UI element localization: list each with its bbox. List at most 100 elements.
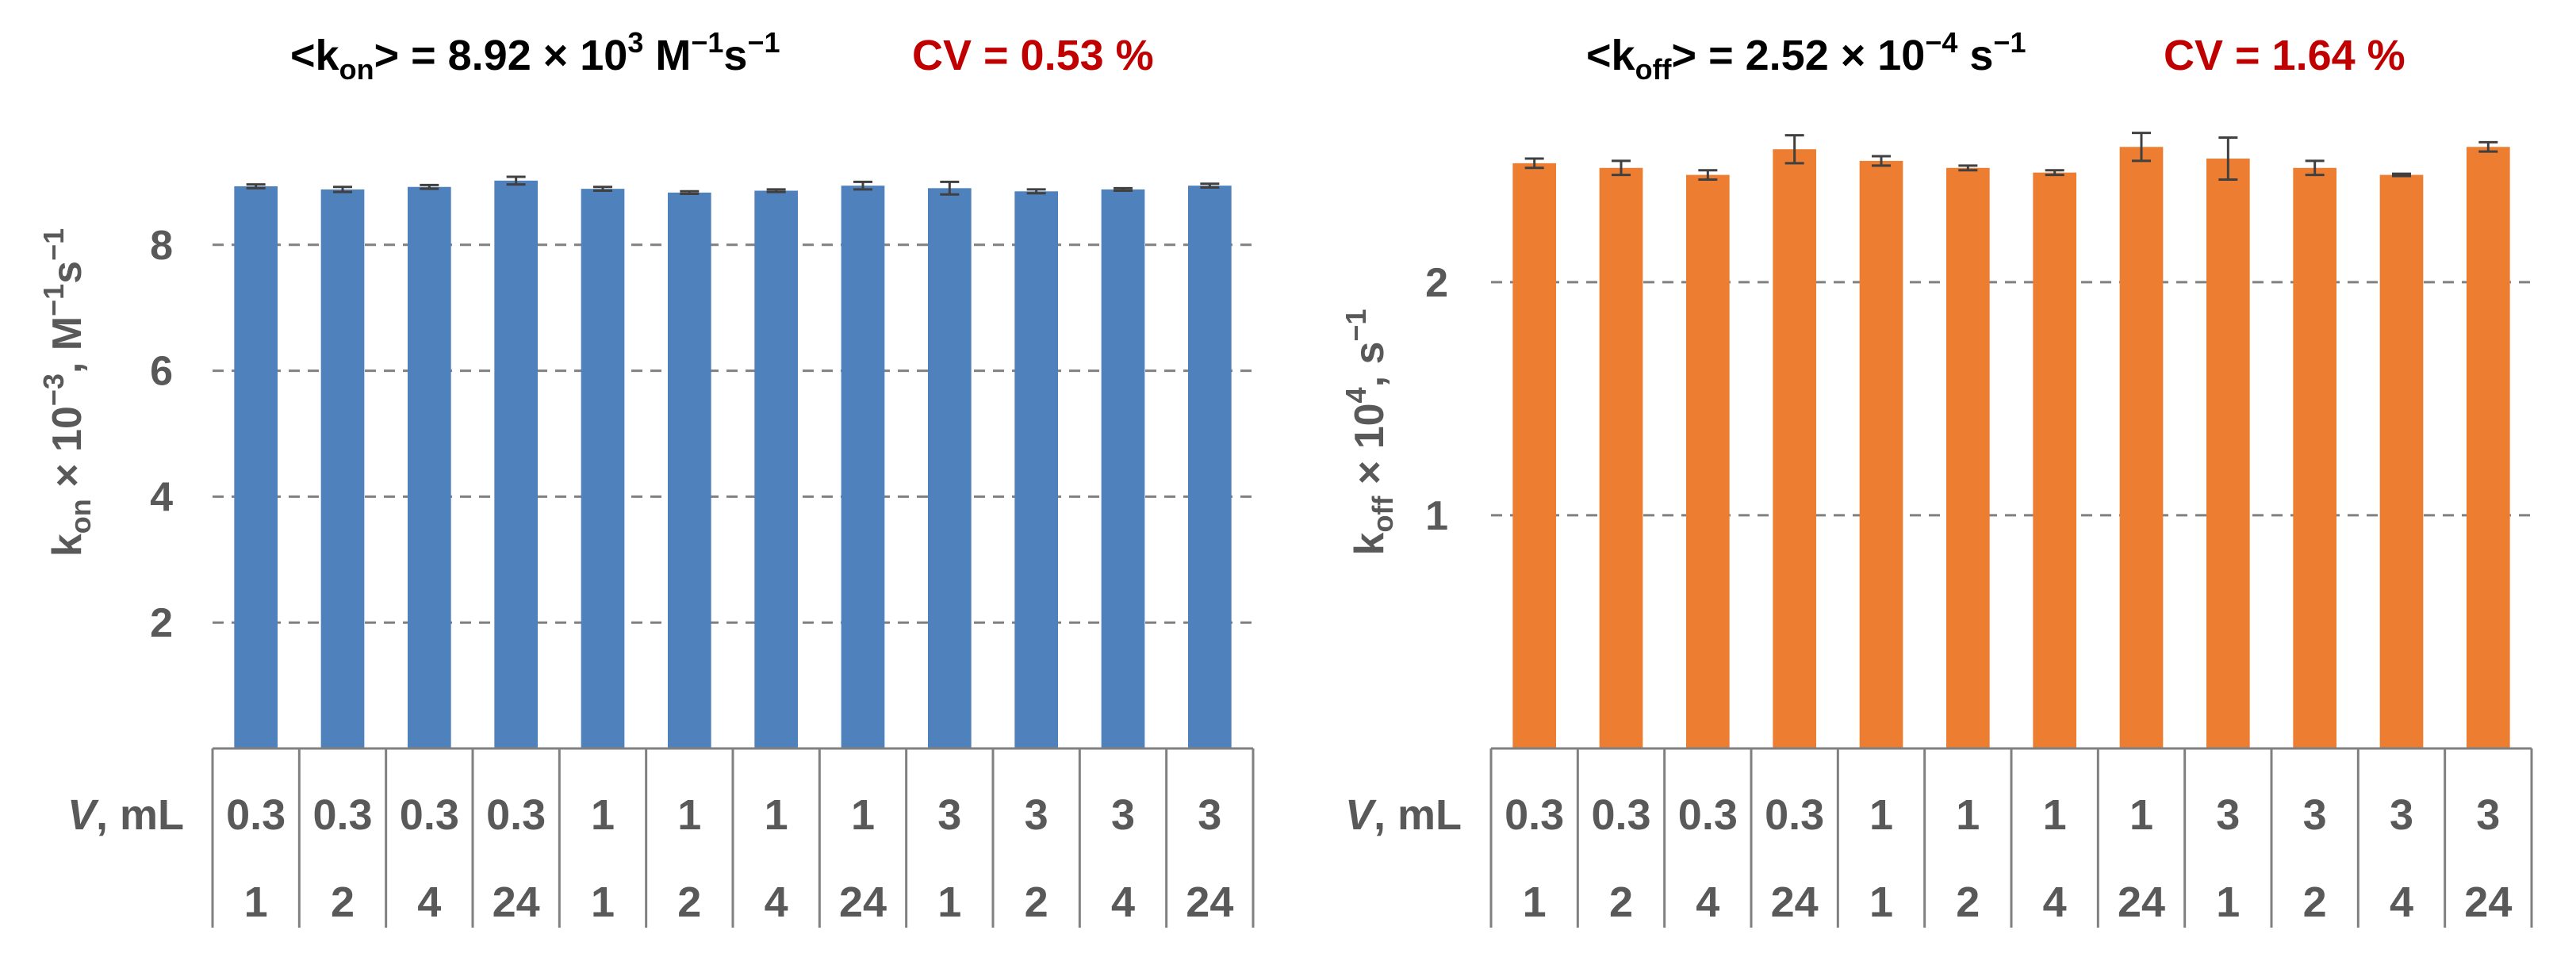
category-label-volume: 0.3: [312, 791, 372, 839]
bar: [2206, 158, 2250, 748]
y-tick-label: 1: [1425, 493, 1448, 539]
category-label-replicate: 24: [2464, 878, 2512, 926]
y-tick-label: 4: [150, 474, 173, 520]
bar: [2293, 167, 2336, 748]
chart-right-title: <koff> = 2.52 × 10−4 s−1: [1586, 26, 2026, 86]
error-bar: [2305, 159, 2325, 177]
chart-right-category-table: 0.3 0.3 0.3 0.3 1 1 1 1 3 3 3 31 2 4 24 1 2 4 24 1 2 4 24: [1489, 747, 2533, 928]
category-label-volume: 1: [1956, 791, 1980, 839]
error-bar: [246, 183, 266, 189]
chart-left: <kon> = 8.92 × 103 M−1s−1 CV = 0.53 % 24…: [37, 26, 1255, 928]
bar: [408, 186, 451, 748]
category-label-volume: 1: [2043, 791, 2067, 839]
category-label-volume: 1: [765, 791, 788, 839]
category-label-volume: 0.3: [1765, 791, 1824, 839]
category-label-replicate: 1: [591, 878, 615, 926]
error-bar: [1114, 186, 1133, 193]
error-bar: [420, 183, 439, 190]
category-label-replicate: 4: [2043, 878, 2067, 926]
category-label-volume: 1: [677, 791, 701, 839]
category-label-replicate: 1: [1869, 878, 1893, 926]
category-label-volume: 3: [1111, 791, 1135, 839]
chart-right-bars: [1512, 147, 2510, 749]
category-label-replicate: 24: [1186, 878, 1233, 926]
bar: [2033, 172, 2076, 749]
bar: [1599, 167, 1643, 748]
bar: [320, 189, 365, 749]
category-label-replicate: 24: [493, 878, 540, 926]
category-label-replicate: 4: [1111, 878, 1135, 926]
error-bar: [1958, 164, 1978, 172]
error-bar: [2132, 132, 2151, 163]
bar: [1773, 149, 1816, 749]
chart-left-category-table: 0.3 0.3 0.3 0.3 1 1 1 1 3 3 3 31 2 4 24 1 2 4 24 1 2 4 24: [211, 747, 1255, 928]
bar: [928, 188, 972, 749]
error-bar: [1698, 169, 1718, 181]
chart-left-error-bars: [246, 175, 1220, 196]
error-bar: [2392, 172, 2411, 178]
y-tick-label: 2: [150, 600, 173, 646]
bar: [1946, 167, 1990, 748]
error-bar: [2045, 169, 2064, 177]
chart-left-y-axis-label: kon × 10−3, M−1s−1: [37, 228, 97, 557]
category-label-volume: 3: [1025, 791, 1048, 839]
error-bar: [2218, 136, 2238, 181]
category-label-replicate: 2: [1025, 878, 1048, 926]
category-label-replicate: 24: [839, 878, 887, 926]
bar: [1014, 191, 1058, 748]
bar: [2379, 174, 2424, 749]
chart-right-cv-label: CV = 1.64 %: [2164, 32, 2405, 79]
category-label-volume: 3: [2216, 791, 2240, 839]
category-label-replicate: 24: [2118, 878, 2165, 926]
category-label-replicate: 4: [1696, 878, 1719, 926]
error-bar: [766, 188, 786, 193]
bar: [494, 180, 538, 748]
bar: [1101, 189, 1145, 749]
category-label-replicate: 4: [765, 878, 788, 926]
error-bar: [680, 189, 700, 195]
category-label-replicate: 2: [331, 878, 355, 926]
category-label-replicate: 4: [417, 878, 441, 926]
chart-left-gridlines: [213, 243, 1253, 624]
bar: [1512, 163, 1556, 748]
error-bar: [1200, 182, 1220, 189]
error-bar: [593, 186, 612, 193]
error-bar: [853, 180, 872, 191]
category-label-replicate: 1: [244, 878, 268, 926]
error-bar: [1524, 157, 1544, 170]
error-bar: [1026, 188, 1046, 195]
category-label-replicate: 4: [2390, 878, 2413, 926]
category-label-volume: 0.3: [400, 791, 459, 839]
category-label-replicate: 1: [1523, 878, 1547, 926]
bar: [668, 192, 711, 748]
bar: [581, 189, 625, 748]
category-label-volume: 0.3: [486, 791, 546, 839]
category-label-replicate: 2: [2303, 878, 2327, 926]
category-label-volume: 1: [591, 791, 615, 839]
chart-left-y-ticks: 2 4 6 8: [150, 223, 173, 646]
bar: [2119, 147, 2164, 749]
chart-left-cv-label: CV = 0.53 %: [912, 32, 1154, 79]
category-label-replicate: 1: [2216, 878, 2240, 926]
error-bar: [1872, 155, 1891, 167]
chart-left-title: <kon> = 8.92 × 103 M−1s−1: [290, 26, 780, 86]
category-label-volume: 3: [937, 791, 961, 839]
category-label-replicate: 2: [677, 878, 701, 926]
chart-right: <koff> = 2.52 × 10−4 s−1 CV = 1.64 % 12 …: [1340, 26, 2533, 928]
category-label-volume: 0.3: [1678, 791, 1738, 839]
chart-left-bars: [234, 180, 1232, 749]
chart-right-row-label: V, mL: [1345, 791, 1462, 839]
error-bar: [940, 180, 960, 196]
category-label-volume: 0.3: [226, 791, 286, 839]
bar: [1686, 174, 1730, 749]
bar: [1188, 186, 1232, 748]
chart-right-gridlines: [1491, 281, 2532, 517]
bar: [841, 186, 885, 748]
chart-right-y-axis-label: koff × 104, s−1: [1340, 309, 1399, 556]
category-label-replicate: 24: [1771, 878, 1819, 926]
category-label-volume: 1: [2129, 791, 2153, 839]
error-bar: [1784, 134, 1804, 165]
category-label-volume: 3: [2390, 791, 2413, 839]
y-tick-label: 2: [1425, 260, 1448, 306]
